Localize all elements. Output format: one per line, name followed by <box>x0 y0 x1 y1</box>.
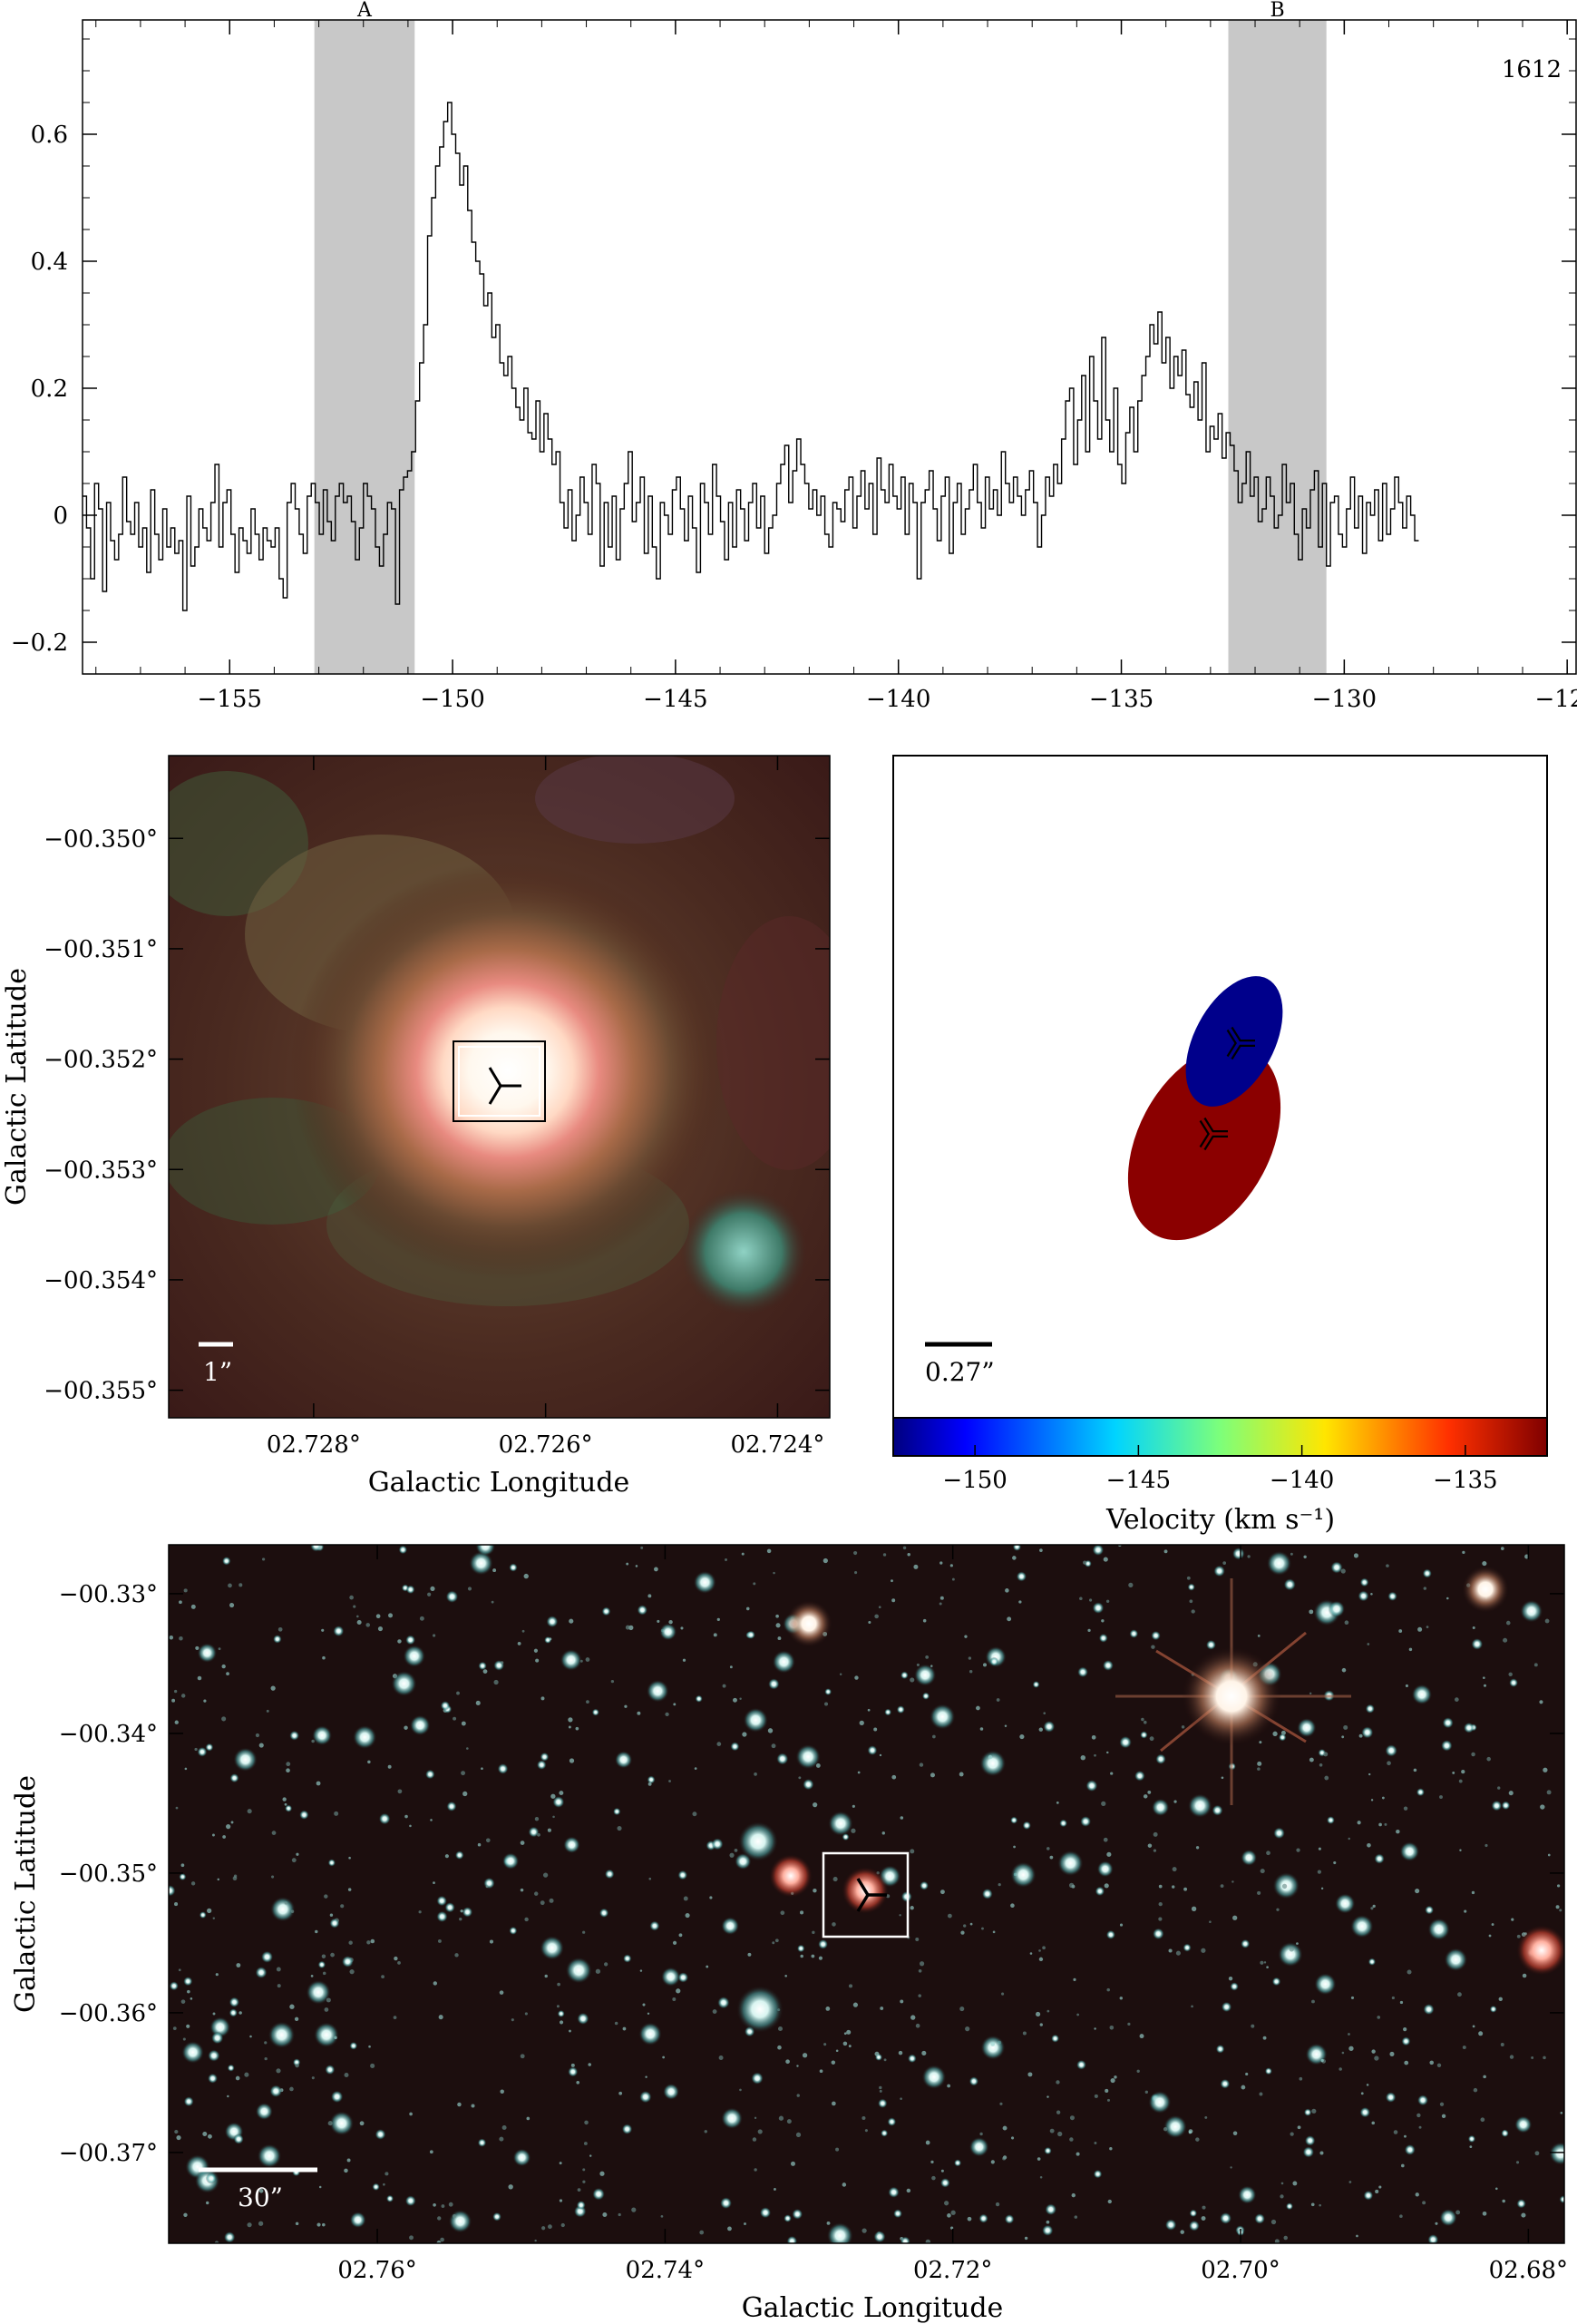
field-maser-marker-icon <box>856 1878 887 1912</box>
spectrum-xtick-label: −155 <box>198 686 262 713</box>
field-ytick-label: −00.34° <box>59 1721 158 1748</box>
zoom-ytick-label: −00.354° <box>44 1267 158 1294</box>
shaded-regions <box>314 20 1327 674</box>
spectrum-line <box>83 102 1419 611</box>
field-xlabel: Galactic Longitude <box>742 2292 1004 2324</box>
bright-star <box>1115 1578 1351 1805</box>
zoom-ytick-label: −00.352° <box>44 1047 158 1074</box>
zoom-scalebar-label: 1” <box>203 1357 232 1387</box>
colorbar-ticks: −150 −145 −140 −135 <box>942 1445 1498 1494</box>
colorbar-tick-label: −140 <box>1270 1467 1334 1494</box>
colorbar-tick-label: −145 <box>1106 1467 1171 1494</box>
maser-spots-panel: 0.27” −150 −145 −140 −135 Velocity (km s⁻¹) <box>892 755 1548 1536</box>
colorbar-tick-label: −150 <box>942 1467 1007 1494</box>
field-scalebar-label: 30” <box>238 2182 283 2212</box>
spectrum-ytick-label: 0.2 <box>31 376 68 403</box>
spectrum-annotation: 1612 <box>1502 56 1562 83</box>
zoom-ytick-label: −00.355° <box>44 1378 158 1405</box>
field-y-ticks: −00.33° −00.34° −00.35° −00.36° −00.37° <box>59 1581 1564 2167</box>
colorbar-tick-label: −135 <box>1433 1467 1497 1494</box>
spectrum-frame <box>82 19 1577 675</box>
shaded-region-a <box>314 20 415 674</box>
field-xtick-label: 02.76° <box>337 2257 416 2284</box>
field-panel: 30” 02.76° 02.74° 02.72° 02.70° 02.68° −00.3… <box>10 1544 1568 2324</box>
zoom-xtick-label: 02.726° <box>499 1431 593 1459</box>
zoom-x-ticks: 02.728° 02.726° 02.724° <box>267 756 824 1459</box>
spectrum-xtick-label: −125 <box>1534 686 1577 713</box>
colorbar-label: Velocity (km s⁻¹) <box>1105 1504 1335 1536</box>
zoom-frame <box>168 755 831 1419</box>
zoom-xtick-label: 02.724° <box>730 1431 824 1459</box>
field-ytick-label: −00.37° <box>59 2140 158 2167</box>
maser-marker-icon <box>488 1067 521 1105</box>
zoom-panel: 1” 02.728° 02.726° 02.724° −00.350° −00.351… <box>1 755 831 1499</box>
spectrum-xtick-label: −145 <box>643 686 707 713</box>
field-ytick-label: −00.33° <box>59 1581 158 1608</box>
spectrum-xtick-label: −140 <box>866 686 930 713</box>
shaded-region-b <box>1228 20 1327 674</box>
field-frame <box>168 1544 1565 2244</box>
spectrum-y-ticks: −0.2 0 0.2 0.4 0.6 <box>11 38 1576 657</box>
spectrum-x-ticks: −155 −150 −145 −140 −135 −130 −125 <box>95 20 1577 713</box>
field-ylabel: Galactic Latitude <box>10 1775 42 2013</box>
field-xtick-label: 02.70° <box>1201 2257 1280 2284</box>
spectrum-xtick-label: −150 <box>420 686 484 713</box>
spectrum-xtick-label: −130 <box>1312 686 1377 713</box>
spectrum-ytick-label: 0.6 <box>31 122 68 149</box>
zoom-image: 1” <box>169 756 830 1418</box>
spectrum-ytick-label: 0.4 <box>31 249 68 276</box>
field-xtick-label: 02.68° <box>1489 2257 1568 2284</box>
zoom-y-ticks: −00.350° −00.351° −00.352° −00.353° −00.354°… <box>44 825 830 1405</box>
target-box <box>822 1851 910 1938</box>
field-stars <box>169 1545 1564 2243</box>
zoom-ytick-label: −00.351° <box>44 936 158 963</box>
field-ytick-label: −00.35° <box>59 1860 158 1888</box>
zoom-ylabel: Galactic Latitude <box>1 968 33 1206</box>
shaded-region-label-b: B <box>1270 0 1285 22</box>
field-x-ticks: 02.76° 02.74° 02.72° 02.70° 02.68° <box>337 1545 1568 2284</box>
spectrum-panel: −155 −150 −145 −140 −135 −130 −125 −0.2 0 0.2 0.4… <box>11 0 1577 713</box>
maser-scalebar-label: 0.27” <box>925 1357 995 1387</box>
field-ytick-label: −00.36° <box>59 2000 158 2027</box>
spectrum-ytick-label: 0 <box>53 503 68 530</box>
field-xtick-label: 02.74° <box>626 2257 705 2284</box>
field-image: 30” <box>169 1545 1564 2243</box>
shaded-region-label-a: A <box>356 0 373 22</box>
spectrum-xtick-label: −135 <box>1089 686 1154 713</box>
zoom-ytick-label: −00.353° <box>44 1157 158 1184</box>
spectrum-ytick-label: −0.2 <box>11 630 68 657</box>
zoom-ytick-label: −00.350° <box>44 825 158 853</box>
zoom-xlabel: Galactic Longitude <box>368 1467 630 1499</box>
colorbar <box>892 1417 1548 1457</box>
zoom-xtick-label: 02.728° <box>267 1431 361 1459</box>
field-xtick-label: 02.72° <box>913 2257 992 2284</box>
